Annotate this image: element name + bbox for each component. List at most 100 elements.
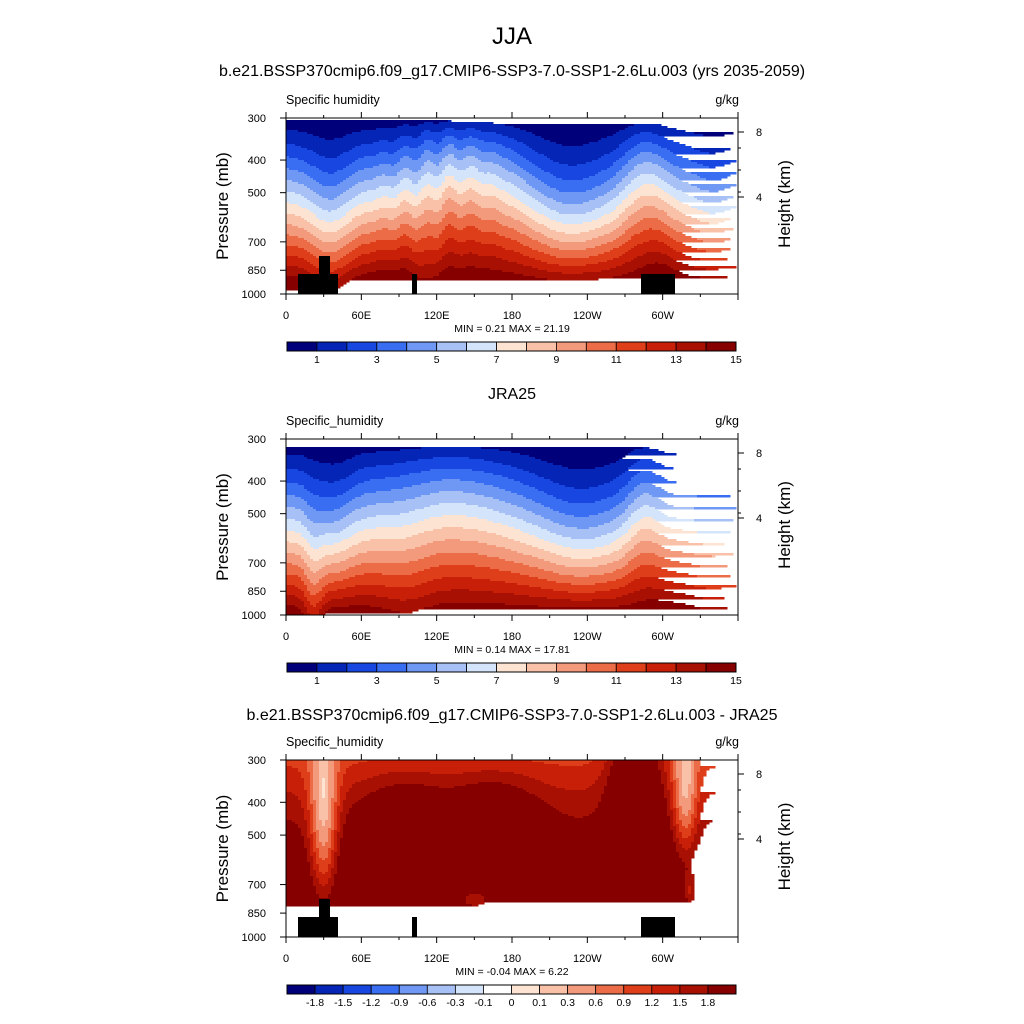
heatmap-cell [610, 768, 659, 771]
heatmap-cell [469, 166, 476, 169]
heatmap-cell [322, 794, 326, 797]
heatmap-cell [637, 164, 659, 167]
heatmap-cell [439, 174, 497, 177]
heatmap-cell [634, 487, 662, 490]
heatmap-cell [589, 487, 623, 490]
heatmap-cell [319, 591, 329, 594]
heatmap-cell [337, 836, 344, 839]
x-tick-label: 60E [352, 631, 372, 643]
heatmap-cell [313, 780, 320, 783]
heatmap-cell [313, 776, 320, 779]
heatmap-cell [520, 453, 629, 456]
heatmap-cell [544, 224, 605, 227]
heatmap-cell [595, 208, 617, 211]
heatmap-cell [286, 587, 299, 590]
heatmap-cell [286, 798, 299, 801]
heatmap-cell [313, 822, 317, 825]
colorbar-label: 3 [374, 354, 380, 366]
heatmap-cell [310, 850, 314, 853]
heatmap-cell [340, 258, 356, 261]
heatmap-cell [655, 565, 701, 568]
heatmap-cell [463, 216, 479, 219]
colorbar-label: 9 [553, 675, 559, 687]
heatmap-cell [334, 764, 341, 767]
heatmap-cell [475, 493, 518, 496]
heatmap-cell [340, 182, 359, 185]
heatmap-cell [673, 802, 677, 805]
heatmap-cell [418, 276, 434, 279]
heatmap-cell [664, 760, 671, 763]
heatmap-cell [616, 160, 629, 163]
heatmap-cell [331, 874, 335, 877]
heatmap-cell [688, 886, 692, 889]
heatmap-cell [352, 208, 380, 211]
heatmap-cell [349, 810, 560, 813]
heatmap-cell [592, 760, 608, 763]
heatmap-cell [664, 168, 683, 171]
heatmap-cell [310, 252, 350, 255]
heatmap-cell [355, 565, 440, 568]
heatmap-cell [307, 148, 353, 151]
heatmap-cell [520, 128, 626, 131]
heatmap-cell [325, 138, 335, 141]
heatmap-cell [298, 226, 317, 229]
heatmap-cell [328, 774, 335, 777]
heatmap-cell [694, 764, 701, 767]
heatmap-cell [316, 800, 320, 803]
heatmap-cell [637, 256, 671, 259]
heatmap-cell [310, 555, 326, 558]
heatmap-cell [631, 260, 677, 263]
heatmap-cell [331, 804, 335, 807]
heatmap-cell [340, 844, 677, 847]
heatmap-cell [355, 585, 386, 588]
heatmap-cell [673, 830, 677, 833]
heatmap-cell [352, 523, 413, 526]
heatmap-cell [307, 541, 341, 544]
min-max-stats: MIN = 0.14 MAX = 17.81 [454, 644, 570, 656]
heatmap-cell [553, 160, 593, 163]
heatmap-cell [484, 898, 689, 901]
heatmap-cell [313, 583, 317, 586]
heatmap-cell [334, 792, 338, 795]
heatmap-cell [286, 226, 299, 229]
x-tick-label: 120E [424, 631, 450, 643]
heatmap-cell [316, 583, 329, 586]
heatmap-cell [319, 581, 335, 584]
heatmap-cell [298, 796, 308, 799]
heatmap-cell [697, 218, 731, 221]
heatmap-cell [346, 814, 569, 817]
heatmap-cell [625, 154, 638, 157]
heatmap-cell [349, 567, 431, 570]
heatmap-cell [466, 266, 476, 269]
heatmap-cell [610, 774, 662, 777]
heatmap-cell [328, 894, 470, 897]
colorbar-label: 0.6 [588, 997, 603, 1009]
heatmap-cell [319, 770, 329, 773]
heatmap-cell [691, 206, 737, 209]
heatmap-cell [313, 858, 317, 861]
heatmap-cell [286, 860, 308, 863]
heatmap-cell [601, 206, 617, 209]
heatmap-cell [511, 182, 527, 185]
heatmap-cell [286, 204, 299, 207]
heatmap-cell [619, 256, 638, 259]
heatmap-cell [307, 850, 311, 853]
heatmap-cell [307, 792, 311, 795]
heatmap-cell [682, 832, 692, 835]
heatmap-cell [466, 214, 476, 217]
heatmap-cell [544, 194, 605, 197]
heatmap-cell [661, 770, 665, 773]
heatmap-cell [472, 252, 521, 255]
heatmap-cell [691, 800, 695, 803]
heatmap-cell [451, 589, 470, 592]
heatmap-cell [421, 483, 485, 486]
heatmap-cell [694, 838, 701, 841]
heatmap-cell [631, 479, 668, 482]
heatmap-cell [640, 232, 665, 235]
heatmap-cell [322, 597, 344, 600]
heatmap-cell [511, 194, 530, 197]
heatmap-cell [691, 892, 695, 895]
heatmap-cell [607, 180, 623, 183]
heatmap-cell [334, 836, 338, 839]
heatmap-cell [547, 802, 599, 805]
